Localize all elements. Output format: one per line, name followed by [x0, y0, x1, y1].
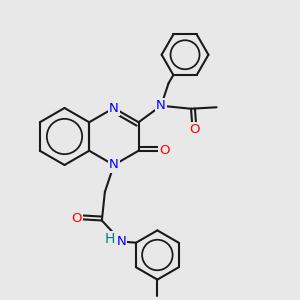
- Text: N: N: [116, 235, 126, 248]
- Text: O: O: [190, 123, 200, 136]
- Text: N: N: [109, 101, 119, 115]
- Text: N: N: [156, 99, 166, 112]
- Text: H: H: [105, 232, 115, 246]
- Text: O: O: [71, 212, 82, 226]
- Text: O: O: [159, 144, 169, 157]
- Text: N: N: [109, 158, 119, 172]
